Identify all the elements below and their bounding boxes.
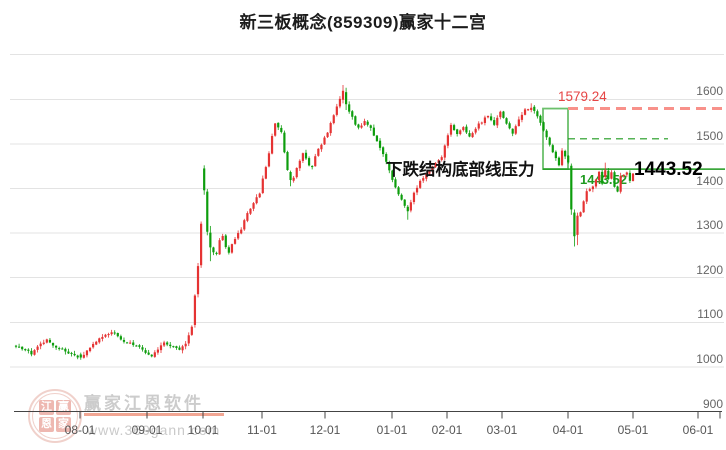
y-axis-label-1100: 1100: [697, 307, 723, 322]
y-axis-label-1600: 1600: [696, 84, 723, 99]
upper-resistance-value-label: 1579.24: [558, 89, 607, 104]
x-axis-label-05-01: 05-01: [617, 423, 649, 437]
seal-char: 恩: [39, 417, 54, 432]
seal-inner-ring: [32, 393, 78, 439]
x-axis-label-11-01: 11-01: [247, 423, 277, 437]
x-axis-label-10-01: 10-01: [187, 423, 219, 437]
seal-outer-ring: [28, 389, 82, 443]
y-axis-label-1200: 1200: [696, 262, 723, 277]
x-axis-label-09-01: 09-01: [131, 423, 163, 437]
x-axis-label-01-01: 01-01: [376, 423, 408, 437]
x-axis-label-04-01: 04-01: [552, 423, 584, 437]
current-pressure-value-label: 1443.52: [634, 159, 703, 180]
gann-seal-logo-icon: 江 赢 恩 家: [28, 389, 84, 445]
y-axis-label-1400: 1400: [696, 173, 723, 188]
y-axis-label-1300: 1300: [696, 218, 723, 233]
chart-title: 新三板概念(859309)赢家十二宫: [239, 13, 487, 32]
x-axis-label-12-01: 12-01: [309, 423, 341, 437]
watermark-underline: [84, 413, 224, 416]
x-axis-label-06-01: 06-01: [682, 423, 714, 437]
y-axis-label-1000: 1000: [696, 351, 723, 366]
x-axis-label-02-01: 02-01: [431, 423, 463, 437]
y-axis-label-1500: 1500: [696, 128, 723, 143]
y-axis-label-900: 900: [702, 396, 723, 411]
x-axis-label-03-01: 03-01: [486, 423, 518, 437]
candles-layer: [14, 85, 635, 360]
x-axis-label-08-01: 08-01: [64, 423, 96, 437]
watermark-url-text: www.360gann.com: [87, 422, 221, 438]
seal-char: 家: [56, 417, 71, 432]
pressure-annotation-text: 下跌结构底部线压力: [386, 159, 535, 179]
watermark-brand-text: 赢家江恩软件: [84, 394, 204, 413]
